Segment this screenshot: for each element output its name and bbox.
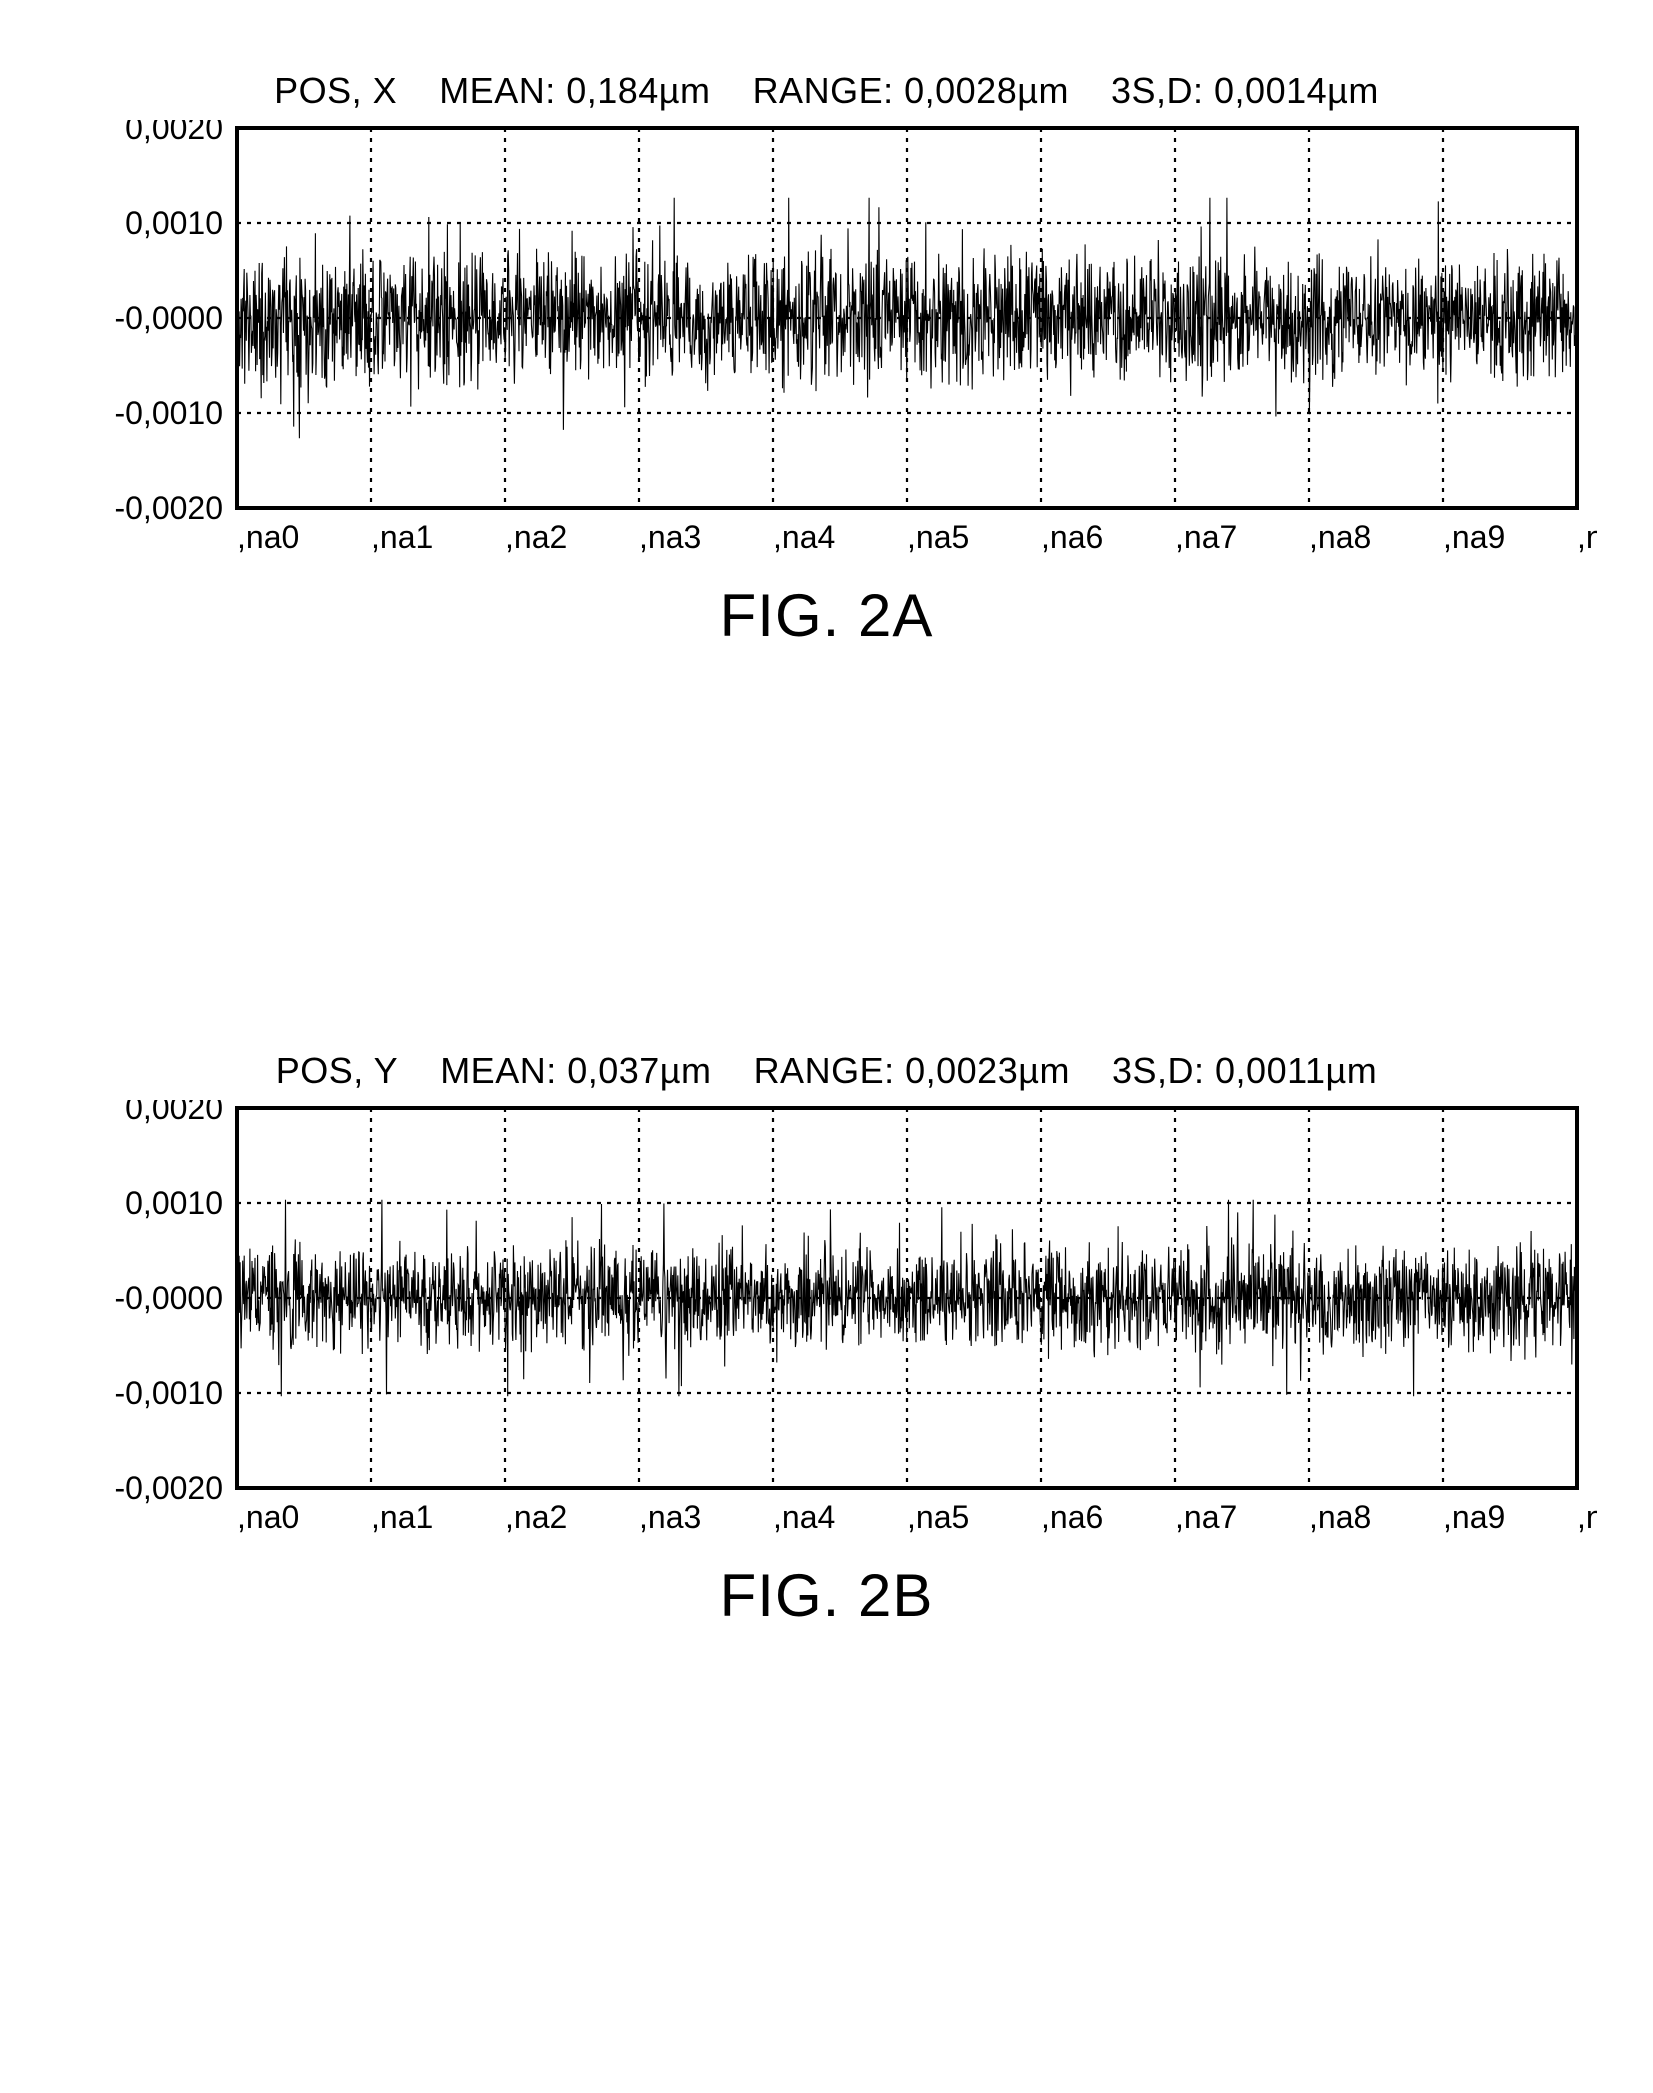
y-tick-label: -0,0000 [114,300,223,336]
y-tick-label: 0,0020 [125,120,223,146]
x-tick-label: ,na2 [505,1499,567,1535]
title-mean-label: MEAN: [440,1050,557,1091]
x-tick-label: ,na9 [1443,1499,1505,1535]
x-tick-label: ,na7 [1175,1499,1237,1535]
figure-2b-chart: 0,0020 0,0010 -0,0000 -0,0010 -0,0020 ,na0 ,na… [57,1100,1597,1543]
x-tick-label: ,na5 [907,519,969,555]
y-tick-label: -0,0020 [114,1470,223,1506]
title-pos: POS, X [274,70,397,111]
figure-2a-caption: FIG. 2A [0,581,1653,650]
figure-2b-caption: FIG. 2B [0,1561,1653,1630]
title-mean-value: 0,184µm [566,70,710,111]
page-root: POS, X MEAN: 0,184µm RANGE: 0,0028µm 3S,… [0,0,1653,2093]
figure-2b-title: POS, Y MEAN: 0,037µm RANGE: 0,0023µm 3S,… [0,1050,1653,1092]
y-tick-label: 0,0020 [125,1100,223,1126]
chart-svg: 0,0020 0,0010 -0,0000 -0,0010 -0,0020 ,na0 ,na… [57,120,1597,563]
title-range-label: RANGE: [753,70,894,111]
chart-svg: 0,0020 0,0010 -0,0000 -0,0010 -0,0020 ,na0 ,na… [57,1100,1597,1543]
figure-2a-block: POS, X MEAN: 0,184µm RANGE: 0,0028µm 3S,… [0,70,1653,650]
title-sd-value: 0,0014µm [1214,70,1379,111]
y-tick-label: -0,0020 [114,490,223,526]
title-pos: POS, Y [276,1050,398,1091]
x-tick-label: ,na6 [1041,1499,1103,1535]
x-tick-label: ,na3 [639,1499,701,1535]
x-tick-label: ,na0 [237,519,299,555]
x-tick-label: ,na6 [1041,519,1103,555]
y-tick-label: 0,0010 [125,205,223,241]
x-tick-label: ,na9 [1443,519,1505,555]
title-range-value: 0,0028µm [904,70,1069,111]
title-sd-label: 3S,D: [1111,70,1204,111]
x-tick-label: ,na5 [907,1499,969,1535]
figure-2a-title: POS, X MEAN: 0,184µm RANGE: 0,0028µm 3S,… [0,70,1653,112]
x-tick-label: ,na3 [639,519,701,555]
x-tick-label: ,na8 [1309,1499,1371,1535]
x-tick-label: ,na1 [371,519,433,555]
title-mean-value: 0,037µm [567,1050,711,1091]
x-tick-label: ,na10 [1577,519,1597,555]
x-tick-label: ,na2 [505,519,567,555]
title-sd-label: 3S,D: [1112,1050,1205,1091]
x-tick-label: ,na0 [237,1499,299,1535]
title-mean-label: MEAN: [439,70,556,111]
figure-2b-block: POS, Y MEAN: 0,037µm RANGE: 0,0023µm 3S,… [0,1050,1653,1630]
x-tick-label: ,na8 [1309,519,1371,555]
figure-2a-chart: 0,0020 0,0010 -0,0000 -0,0010 -0,0020 ,na0 ,na… [57,120,1597,563]
y-tick-label: -0,0000 [114,1280,223,1316]
x-tick-label: ,na7 [1175,519,1237,555]
y-tick-label: -0,0010 [114,395,223,431]
x-tick-label: ,na10 [1577,1499,1597,1535]
x-tick-label: ,na1 [371,1499,433,1535]
y-tick-label: -0,0010 [114,1375,223,1411]
title-range-value: 0,0023µm [905,1050,1070,1091]
y-tick-label: 0,0010 [125,1185,223,1221]
title-range-label: RANGE: [754,1050,895,1091]
x-tick-label: ,na4 [773,519,835,555]
x-tick-label: ,na4 [773,1499,835,1535]
title-sd-value: 0,0011µm [1215,1050,1377,1091]
